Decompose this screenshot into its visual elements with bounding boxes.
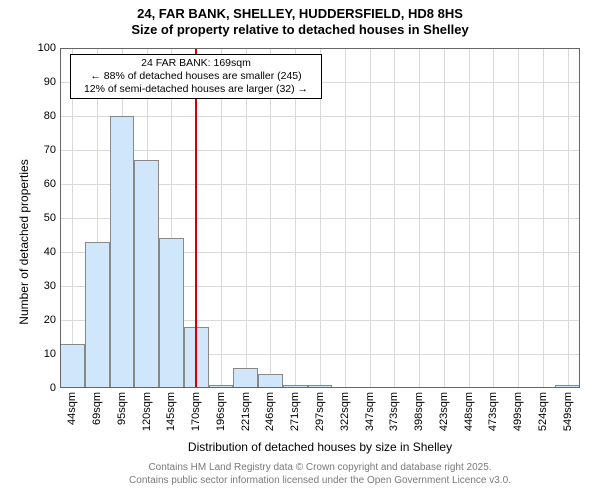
ytick-label: 80 bbox=[16, 110, 56, 122]
plot-border bbox=[60, 48, 580, 388]
xtick-label: 549sqm bbox=[562, 392, 574, 431]
ytick-label: 10 bbox=[16, 348, 56, 360]
xtick-label: 120sqm bbox=[141, 392, 153, 431]
ytick-label: 0 bbox=[16, 382, 56, 394]
xtick-label: 322sqm bbox=[339, 392, 351, 431]
ytick-label: 70 bbox=[16, 144, 56, 156]
plot-area: 010203040506070809010044sqm69sqm95sqm120… bbox=[60, 48, 580, 388]
xtick-label: 448sqm bbox=[463, 392, 475, 431]
xtick-label: 271sqm bbox=[289, 392, 301, 431]
xtick-label: 398sqm bbox=[413, 392, 425, 431]
attribution-line-2: Contains public sector information licen… bbox=[60, 475, 580, 487]
xtick-label: 145sqm bbox=[165, 392, 177, 431]
xtick-label: 297sqm bbox=[314, 392, 326, 431]
ytick-label: 60 bbox=[16, 178, 56, 190]
ytick-label: 100 bbox=[16, 42, 56, 54]
xtick-label: 246sqm bbox=[264, 392, 276, 431]
attribution-line-1: Contains HM Land Registry data © Crown c… bbox=[60, 462, 580, 474]
xtick-label: 473sqm bbox=[487, 392, 499, 431]
xtick-label: 524sqm bbox=[537, 392, 549, 431]
chart-container: { "title_line1": "24, FAR BANK, SHELLEY,… bbox=[0, 0, 600, 500]
xtick-label: 170sqm bbox=[190, 392, 202, 431]
ytick-label: 20 bbox=[16, 314, 56, 326]
xtick-label: 221sqm bbox=[240, 392, 252, 431]
xtick-label: 499sqm bbox=[512, 392, 524, 431]
xtick-label: 373sqm bbox=[388, 392, 400, 431]
x-axis-label: Distribution of detached houses by size … bbox=[60, 440, 580, 454]
chart-title: 24, FAR BANK, SHELLEY, HUDDERSFIELD, HD8… bbox=[0, 6, 600, 39]
xtick-label: 95sqm bbox=[116, 392, 128, 425]
xtick-label: 196sqm bbox=[215, 392, 227, 431]
title-line-2: Size of property relative to detached ho… bbox=[131, 22, 468, 37]
xtick-label: 69sqm bbox=[91, 392, 103, 425]
ytick-label: 30 bbox=[16, 280, 56, 292]
xtick-label: 347sqm bbox=[364, 392, 376, 431]
xtick-label: 44sqm bbox=[66, 392, 78, 425]
ytick-label: 40 bbox=[16, 246, 56, 258]
ytick-label: 50 bbox=[16, 212, 56, 224]
xtick-label: 423sqm bbox=[438, 392, 450, 431]
title-line-1: 24, FAR BANK, SHELLEY, HUDDERSFIELD, HD8… bbox=[137, 6, 463, 21]
ytick-label: 90 bbox=[16, 76, 56, 88]
y-axis-label: Number of detached properties bbox=[17, 142, 31, 342]
